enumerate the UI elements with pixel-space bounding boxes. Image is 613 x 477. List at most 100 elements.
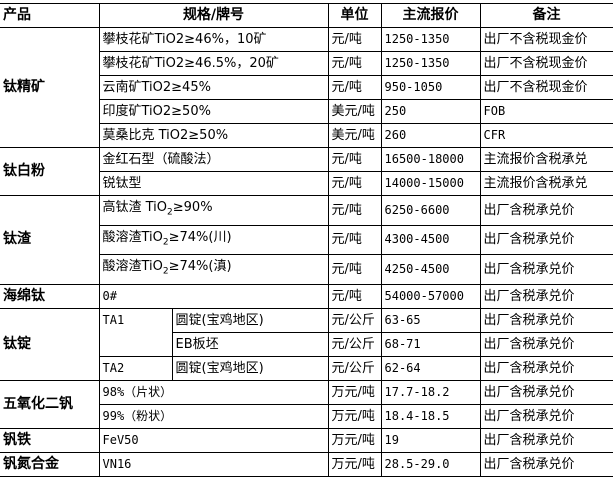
table-row: TA2 圆锭(宝鸡地区) 元/公斤 62-64 出厂含税承兑价 <box>0 355 613 381</box>
note-cell: 出厂含税承兑价 <box>479 451 613 477</box>
note-cell: 出厂含税承兑价 <box>479 403 613 429</box>
spec-cell: FeV50 <box>98 427 329 453</box>
note-cell: 出厂含税承兑价 <box>479 195 613 226</box>
note-cell: 出厂含税承兑价 <box>479 254 613 285</box>
product-cell: 钛渣 <box>0 195 100 285</box>
unit-cell: 万元/吨 <box>327 403 382 429</box>
spec-sub: 2 <box>162 266 169 277</box>
table-row: 酸溶渣TiO2≥74%(滇) 元/吨 4250-4500 出厂含税承兑价 <box>0 254 613 285</box>
spec-cell: 攀枝花矿TiO2≥46%，10矿 <box>98 27 329 52</box>
table-row: 钒氮合金 VN16 万元/吨 28.5-29.0 出厂含税承兑价 <box>0 451 613 477</box>
unit-cell: 美元/吨 <box>327 99 382 124</box>
table-row: EB板坯 元/公斤 68-71 出厂含税承兑价 <box>0 331 613 357</box>
unit-cell: 万元/吨 <box>327 427 382 453</box>
price-cell: 62-64 <box>380 355 481 381</box>
product-cell: 钒铁 <box>0 427 100 453</box>
note-cell: 出厂不含税现金价 <box>479 27 613 52</box>
product-cell: 钛精矿 <box>0 27 100 148</box>
unit-cell: 元/吨 <box>327 75 382 100</box>
spec-cell: 攀枝花矿TiO2≥46.5%，20矿 <box>99 51 329 76</box>
spec-sub: 2 <box>162 237 169 248</box>
spec-pre: 高钛渣 TiO <box>102 200 168 215</box>
note-cell: 主流报价含税承兑 <box>479 171 613 196</box>
price-cell: 68-71 <box>380 331 481 357</box>
spec-cell: 圆锭(宝鸡地区) <box>171 307 329 333</box>
spec-cell: 金红石型（硫酸法） <box>98 147 329 172</box>
table-row: 钛白粉 金红石型（硫酸法） 元/吨 16500-18000 主流报价含税承兑 <box>0 147 613 196</box>
header-product: 产品 <box>0 3 100 28</box>
note-cell: 出厂不含税现金价 <box>479 75 613 100</box>
unit-cell: 元/公斤 <box>327 355 382 381</box>
price-cell: 18.4-18.5 <box>380 403 481 429</box>
spec-sub: 2 <box>167 207 173 218</box>
note-cell: CFR <box>479 123 613 148</box>
note-cell: FOB <box>479 99 613 124</box>
note-cell: 出厂含税承兑价 <box>479 427 613 453</box>
header-price: 主流报价 <box>380 3 481 28</box>
unit-cell: 万元/吨 <box>327 379 382 405</box>
price-cell: 1250-1350 <box>380 27 481 52</box>
spec-post: ≥74%(滇) <box>168 259 232 275</box>
note-cell: 出厂含税承兑价 <box>479 224 613 256</box>
spec-cell: 圆锭(宝鸡地区) <box>171 355 329 381</box>
header-unit: 单位 <box>327 3 382 28</box>
spec-cell: 印度矿TiO2≥50% <box>99 99 329 124</box>
table-row: 钛锭 TA1 圆锭(宝鸡地区) 元/公斤 63-65 出厂含税承兑价 <box>0 307 613 381</box>
note-cell: 出厂含税承兑价 <box>479 355 613 381</box>
header-row: 产品 规格/牌号 单位 主流报价 备注 <box>0 3 613 28</box>
note-cell: 出厂含税承兑价 <box>479 379 613 405</box>
unit-cell: 元/吨 <box>327 254 382 285</box>
price-cell: 14000-15000 <box>380 171 481 196</box>
unit-cell: 元/吨 <box>327 283 382 309</box>
unit-cell: 元/吨 <box>327 224 382 256</box>
spec-cell: EB板坯 <box>172 331 329 357</box>
spec-cell: 酸溶渣TiO2≥74%(川) <box>99 224 329 256</box>
unit-cell: 元/吨 <box>327 195 382 226</box>
price-cell: 54000-57000 <box>380 283 481 309</box>
spec-cell: 锐钛型 <box>99 171 329 196</box>
unit-cell: 元/公斤 <box>327 307 382 333</box>
spec-pre: 酸溶渣TiO <box>102 259 163 275</box>
price-table: 产品 规格/牌号 单位 主流报价 备注 钛精矿 攀枝花矿TiO2≥46%，10矿元… <box>0 3 613 477</box>
spec-cell: 莫桑比克 TiO2≥50% <box>99 123 329 148</box>
note-cell: 出厂不含税现金价 <box>479 51 613 76</box>
price-cell: 260 <box>380 123 481 148</box>
note-cell: 出厂含税承兑价 <box>479 331 613 357</box>
product-cell: 钒氮合金 <box>0 451 100 477</box>
table-row: 酸溶渣TiO2≥74%(川) 元/吨 4300-4500 出厂含税承兑价 <box>0 224 613 256</box>
unit-cell: 元/吨 <box>327 171 382 196</box>
price-cell: 4300-4500 <box>380 224 481 256</box>
price-cell: 28.5-29.0 <box>380 451 481 477</box>
spec-cell: 云南矿TiO2≥45% <box>99 75 329 100</box>
table-row: 攀枝花矿TiO2≥46.5%，20矿 元/吨 1250-1350 出厂不含税现金价 <box>0 51 613 76</box>
price-cell: 950-1050 <box>380 75 481 100</box>
note-cell: 主流报价含税承兑 <box>479 147 613 172</box>
spec-cell: 高钛渣 TiO2≥90% <box>98 195 329 226</box>
note-cell: 出厂含税承兑价 <box>479 283 613 309</box>
price-cell: 63-65 <box>380 307 481 333</box>
header-spec: 规格/牌号 <box>98 3 329 28</box>
spec-cell: 99%（粉状） <box>99 403 329 429</box>
table-row: 海绵钛 0# 元/吨 54000-57000 出厂含税承兑价 <box>0 283 613 309</box>
unit-cell: 元/吨 <box>327 51 382 76</box>
product-cell: 钛白粉 <box>0 147 100 196</box>
grade-cell: TA2 <box>99 355 173 381</box>
note-cell: 出厂含税承兑价 <box>479 307 613 333</box>
unit-cell: 万元/吨 <box>327 451 382 477</box>
spec-post: ≥74%(川) <box>168 229 232 245</box>
table-row: 钛精矿 攀枝花矿TiO2≥46%，10矿 元/吨 1250-1350 出厂不含税现金价 <box>0 27 613 148</box>
table-row: 钒铁 FeV50 万元/吨 19 出厂含税承兑价 <box>0 427 613 453</box>
table-row: 钛渣 高钛渣 TiO2≥90% 元/吨 6250-6600 出厂含税承兑价 <box>0 195 613 285</box>
spec-cell: 98%（片状） <box>98 379 329 405</box>
price-cell: 6250-6600 <box>380 195 481 226</box>
table-row: 云南矿TiO2≥45% 元/吨 950-1050 出厂不含税现金价 <box>0 75 613 100</box>
unit-cell: 元/吨 <box>327 27 382 52</box>
price-cell: 16500-18000 <box>380 147 481 172</box>
price-cell: 1250-1350 <box>380 51 481 76</box>
header-note: 备注 <box>479 3 613 28</box>
spec-pre: 酸溶渣TiO <box>102 229 163 245</box>
price-cell: 4250-4500 <box>380 254 481 285</box>
product-cell: 五氧化二钒 <box>0 379 100 429</box>
unit-cell: 元/吨 <box>327 147 382 172</box>
price-cell: 19 <box>380 427 481 453</box>
